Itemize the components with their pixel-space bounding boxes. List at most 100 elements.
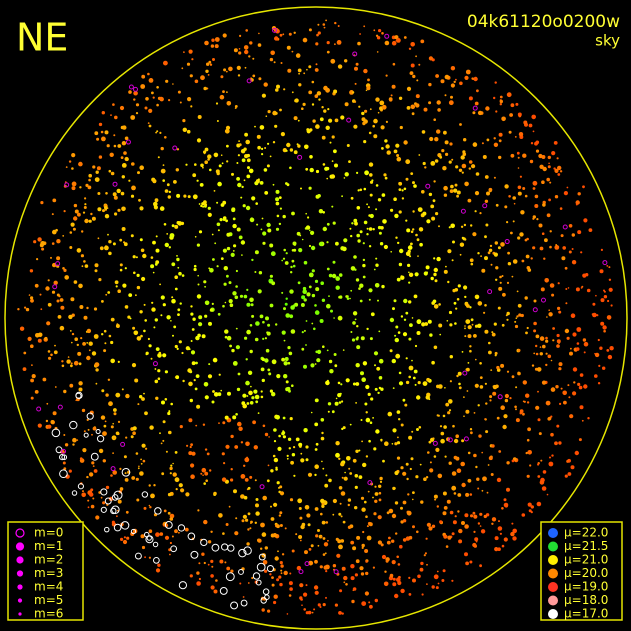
star (50, 353, 53, 357)
star (367, 206, 370, 209)
star (440, 438, 445, 444)
star (279, 524, 283, 527)
star (204, 471, 209, 476)
star (274, 124, 278, 128)
star (221, 162, 224, 165)
star (426, 377, 430, 382)
star (200, 75, 205, 81)
star (453, 80, 456, 84)
star (479, 385, 484, 389)
star (236, 177, 241, 181)
star (277, 446, 282, 451)
star (185, 492, 190, 497)
bright-star (152, 556, 160, 564)
star (326, 241, 329, 244)
star (451, 259, 454, 262)
star (69, 330, 72, 332)
star (78, 387, 83, 392)
star (517, 236, 521, 240)
star (402, 538, 407, 542)
star (280, 132, 285, 137)
star (609, 346, 614, 351)
star (547, 417, 551, 421)
star (83, 260, 86, 263)
star (344, 102, 349, 107)
star (396, 555, 400, 559)
star (365, 560, 368, 563)
star (358, 105, 361, 108)
star (318, 209, 324, 214)
star (551, 293, 555, 297)
star (280, 62, 283, 64)
star (336, 40, 342, 45)
star (226, 232, 231, 237)
star (498, 286, 503, 291)
bright-star (258, 553, 266, 561)
star (372, 228, 375, 231)
star (454, 515, 457, 518)
star (484, 235, 487, 239)
star (108, 401, 113, 407)
star (392, 582, 397, 587)
star (407, 263, 411, 267)
star (223, 266, 228, 271)
star (325, 125, 330, 130)
star (571, 260, 577, 265)
star (459, 242, 465, 247)
star (148, 78, 154, 83)
star (470, 514, 474, 518)
star (397, 436, 399, 439)
star (535, 344, 538, 348)
bright-star (59, 469, 68, 479)
star (128, 90, 132, 94)
star (46, 321, 51, 326)
star (410, 242, 413, 246)
star (515, 317, 518, 320)
star (255, 511, 260, 516)
star (580, 287, 583, 289)
star (281, 291, 284, 294)
star (501, 275, 504, 277)
star (90, 504, 95, 509)
star (121, 227, 126, 231)
star (388, 508, 394, 514)
star (147, 72, 150, 76)
star (105, 293, 108, 296)
star (449, 323, 453, 327)
star (278, 196, 282, 200)
star (105, 393, 109, 397)
star (321, 504, 325, 508)
star (198, 230, 203, 234)
star (396, 38, 401, 43)
star (494, 547, 499, 552)
star (326, 303, 331, 309)
star (107, 233, 109, 236)
star (426, 219, 431, 224)
star (113, 412, 117, 416)
star (71, 153, 76, 158)
star (222, 532, 225, 535)
star (198, 315, 203, 320)
star (23, 351, 27, 355)
star (394, 334, 397, 337)
star (138, 465, 140, 468)
star (101, 300, 104, 303)
star (224, 128, 230, 134)
star (230, 252, 235, 257)
star (517, 303, 522, 308)
star (439, 155, 443, 159)
star (245, 139, 250, 145)
star (190, 443, 194, 446)
star (191, 58, 194, 61)
star (318, 241, 324, 247)
star (53, 280, 58, 285)
star (430, 276, 434, 281)
star (130, 532, 135, 536)
star (408, 535, 413, 540)
star (279, 33, 283, 37)
star (305, 458, 309, 462)
star (472, 111, 476, 115)
star (251, 314, 255, 318)
star (377, 299, 379, 302)
star (156, 86, 159, 89)
